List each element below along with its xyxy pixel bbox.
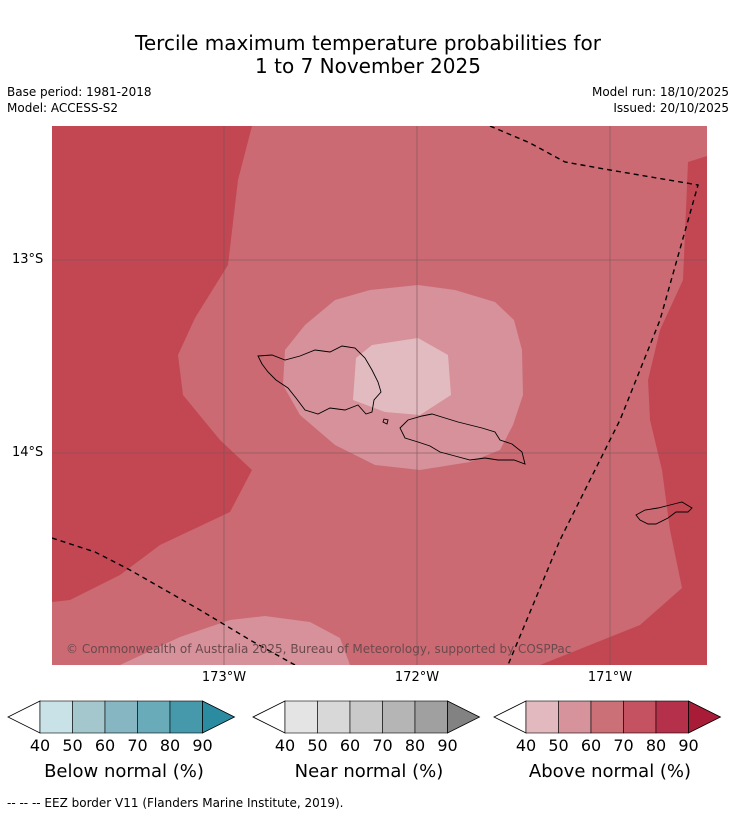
- colorbar-0: [7, 700, 236, 734]
- island-manono: [382, 418, 389, 425]
- map-title-line1: Tercile maximum temperature probabilitie…: [135, 31, 601, 55]
- colorbar-tick-label: 90: [192, 736, 213, 755]
- colorbar-tick-label: 70: [613, 736, 634, 755]
- colorbar-extend-low: [493, 700, 527, 734]
- colorbar-1: [252, 700, 481, 734]
- colorbar-tick-label: 90: [437, 736, 458, 755]
- colorbar-tick-label: 70: [372, 736, 393, 755]
- colorbar-tick-label: 80: [159, 736, 181, 755]
- eez-footnote: -- -- -- EEZ border V11 (Flanders Marine…: [7, 796, 344, 810]
- map-title-line2: 1 to 7 November 2025: [255, 54, 481, 78]
- colorbar-tick-label: 60: [580, 736, 602, 755]
- colorbar-segment: [525, 700, 559, 734]
- colorbar-segment: [104, 700, 138, 734]
- colorbar-tick-label: 80: [404, 736, 426, 755]
- lat-label-13s: 13°S: [12, 252, 44, 267]
- colorbar-title: Below normal (%): [44, 761, 204, 782]
- colorbar-extend-low: [7, 700, 41, 734]
- colorbar-segment: [655, 700, 689, 734]
- colorbar-extend-high: [202, 700, 236, 734]
- colorbar-extend-high: [688, 700, 722, 734]
- colorbar-tick-label: 50: [307, 736, 328, 755]
- lon-label-172w: 172°W: [394, 670, 440, 685]
- eez-border: [52, 126, 699, 665]
- colorbar-segment: [169, 700, 203, 734]
- meta-left: Base period: 1981-2018 Model: ACCESS-S2: [7, 84, 152, 116]
- region-60-south: [120, 616, 350, 665]
- island-upolu: [399, 413, 526, 465]
- colorbar-tick-label: 60: [339, 736, 361, 755]
- colorbar-segment: [414, 700, 448, 734]
- colorbar-tick-label: 80: [645, 736, 667, 755]
- colorbar-title: Above normal (%): [528, 761, 692, 782]
- lon-label-173w: 173°W: [201, 670, 247, 685]
- colorbar-tick-label: 70: [127, 736, 148, 755]
- island-tutuila: [635, 501, 693, 525]
- colorbar-segment: [137, 700, 171, 734]
- colorbar-tick-label: 50: [548, 736, 569, 755]
- colorbar-segment: [39, 700, 73, 734]
- colorbar-tick-label: 60: [94, 736, 116, 755]
- colorbar-tick-label: 40: [274, 736, 296, 755]
- colorbar-segment: [590, 700, 624, 734]
- colorbar-tick-label: 90: [678, 736, 699, 755]
- colorbar-tick-label: 50: [62, 736, 83, 755]
- lat-label-14s: 14°S: [12, 445, 44, 460]
- colorbar-segment: [349, 700, 383, 734]
- colorbar-extend-low: [252, 700, 286, 734]
- colorbar-tick-label: 40: [29, 736, 51, 755]
- island-savaii: [257, 345, 382, 415]
- colorbar-tick-label: 40: [515, 736, 537, 755]
- colorbar-2: [493, 700, 722, 734]
- colorbar-segment: [72, 700, 106, 734]
- model-name: Model: ACCESS-S2: [7, 101, 119, 115]
- base-period: Base period: 1981-2018: [7, 85, 152, 99]
- colorbar-segment: [317, 700, 351, 734]
- colorbar-segment: [382, 700, 416, 734]
- colorbar-extend-high: [447, 700, 481, 734]
- coastline: [257, 345, 693, 525]
- graticule: [52, 126, 707, 665]
- lon-label-171w: 171°W: [587, 670, 633, 685]
- issued-date: Issued: 20/10/2025: [613, 101, 729, 115]
- copyright-notice: © Commonwealth of Australia 2025, Bureau…: [66, 642, 572, 656]
- meta-right: Model run: 18/10/2025 Issued: 20/10/2025: [592, 84, 729, 116]
- colorbar-segment: [623, 700, 657, 734]
- colorbar-segment: [284, 700, 318, 734]
- region-50-core: [353, 338, 451, 415]
- model-run: Model run: 18/10/2025: [591, 85, 729, 99]
- colorbar-segment: [558, 700, 592, 734]
- colorbar-title: Near normal (%): [294, 761, 444, 782]
